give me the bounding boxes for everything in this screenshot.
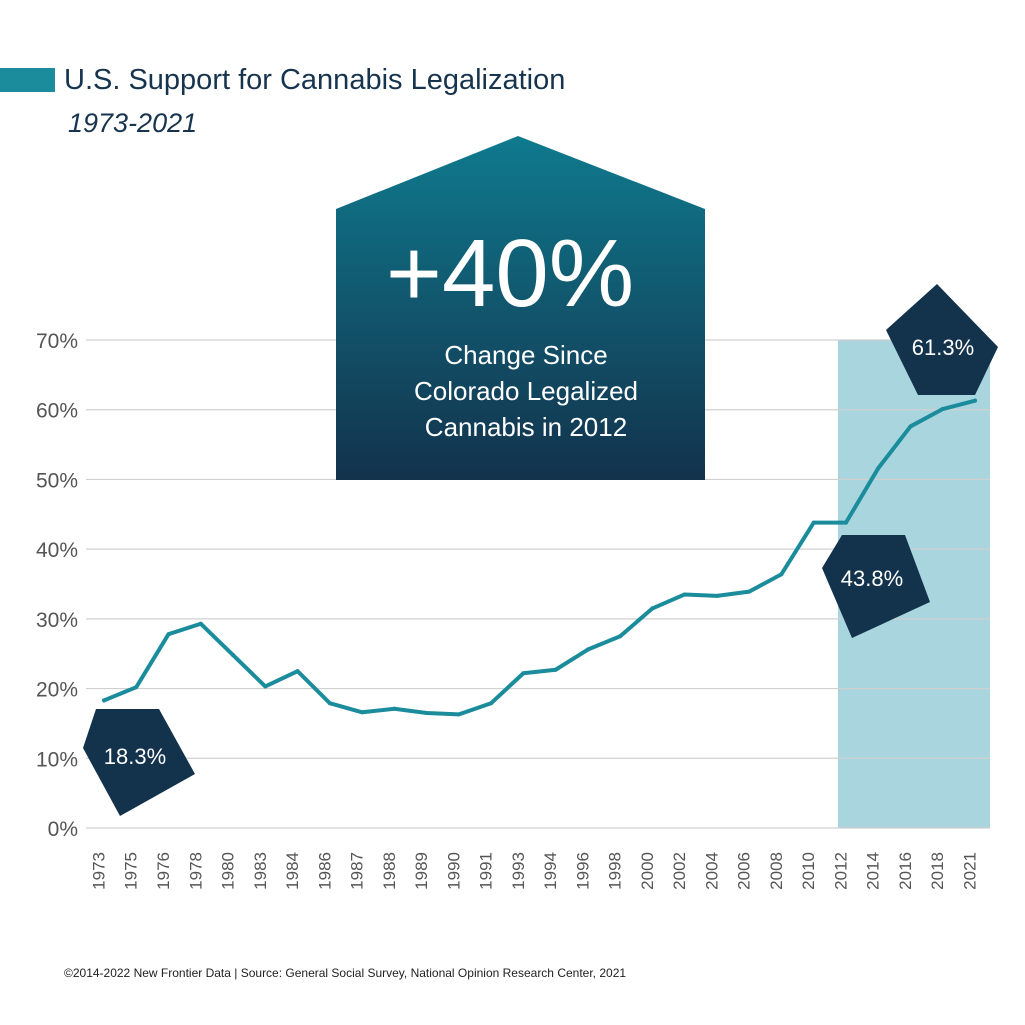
data-point (618, 634, 623, 639)
x-tick-label: 1996 (573, 852, 592, 890)
x-tick-label: 2014 (864, 852, 883, 890)
x-tick-label: 1984 (283, 852, 302, 890)
x-tick-label: 1978 (186, 852, 205, 890)
x-tick-label: 2006 (735, 852, 754, 890)
data-point (231, 653, 236, 658)
callout-text-line: Colorado Legalized (414, 376, 638, 406)
data-point (102, 698, 106, 703)
x-tick-label: 1989 (412, 852, 431, 890)
x-tick-label: 2018 (928, 852, 947, 890)
title-accent-bar (0, 68, 55, 92)
x-tick-label: 1976 (154, 852, 173, 890)
data-point (360, 710, 365, 715)
data-point (327, 701, 332, 706)
x-tick-label: 2021 (960, 852, 979, 890)
x-tick-label: 2010 (799, 852, 818, 890)
annotation-label: 18.3% (104, 744, 166, 769)
x-tick-label: 1973 (89, 852, 108, 890)
x-tick-label: 1975 (122, 852, 141, 890)
data-point (843, 520, 848, 525)
y-tick-label: 40% (36, 539, 78, 562)
data-point (682, 592, 687, 597)
data-point (134, 685, 139, 690)
x-tick-label: 1988 (380, 852, 399, 890)
data-point (585, 647, 590, 652)
support-series-line (102, 398, 977, 717)
data-point (747, 589, 752, 594)
data-point (811, 520, 816, 525)
data-point (166, 632, 171, 637)
y-tick-label: 70% (36, 330, 78, 353)
chart-title: U.S. Support for Cannabis Legalization (64, 64, 566, 96)
data-point (263, 684, 268, 689)
callout-box (336, 136, 705, 480)
y-tick-label: 30% (36, 609, 78, 632)
y-tick-label: 50% (36, 469, 78, 492)
x-tick-label: 2012 (831, 852, 850, 890)
callout-big-number: +40% (386, 220, 634, 327)
callout-text-line: Change Since (444, 340, 607, 370)
y-tick-label: 20% (36, 679, 78, 702)
data-point (714, 593, 719, 598)
chart-subtitle: 1973-2021 (68, 108, 198, 138)
annotation-label: 61.3% (912, 335, 974, 360)
data-point (521, 671, 526, 676)
data-point (198, 621, 203, 626)
x-tick-label: 1980 (219, 852, 238, 890)
source-footer: ©2014-2022 New Frontier Data | Source: G… (64, 966, 627, 980)
x-tick-label: 1990 (444, 852, 463, 890)
data-point (392, 706, 397, 711)
x-tick-label: 1986 (315, 852, 334, 890)
data-point (940, 407, 945, 412)
x-tick-label: 1993 (509, 852, 528, 890)
data-point (489, 701, 494, 706)
x-tick-label: 1998 (606, 852, 625, 890)
x-tick-label: 2016 (896, 852, 915, 890)
data-point (424, 710, 429, 715)
annotation-label: 43.8% (841, 566, 903, 591)
data-point (779, 572, 784, 577)
x-tick-label: 1991 (477, 852, 496, 890)
annotation-badge (886, 284, 998, 395)
y-tick-label: 60% (36, 400, 78, 423)
annotation-badge (822, 535, 930, 638)
annotation-badge (83, 709, 195, 816)
y-tick-label: 10% (36, 748, 78, 771)
x-tick-label: 2008 (767, 852, 786, 890)
x-tick-label: 1987 (348, 852, 367, 890)
x-tick-label: 1994 (541, 852, 560, 890)
callout-text-line: Cannabis in 2012 (425, 412, 627, 442)
data-point (456, 712, 461, 717)
x-tick-label: 2002 (670, 852, 689, 890)
y-tick-label: 0% (48, 818, 78, 841)
data-point (295, 669, 300, 674)
data-point (973, 398, 977, 403)
data-point (908, 424, 913, 429)
x-tick-label: 2004 (702, 852, 721, 890)
data-point (553, 667, 558, 672)
x-tick-label: 1983 (251, 852, 270, 890)
data-point (876, 466, 881, 471)
data-point (650, 606, 655, 611)
x-tick-label: 2000 (638, 852, 657, 890)
